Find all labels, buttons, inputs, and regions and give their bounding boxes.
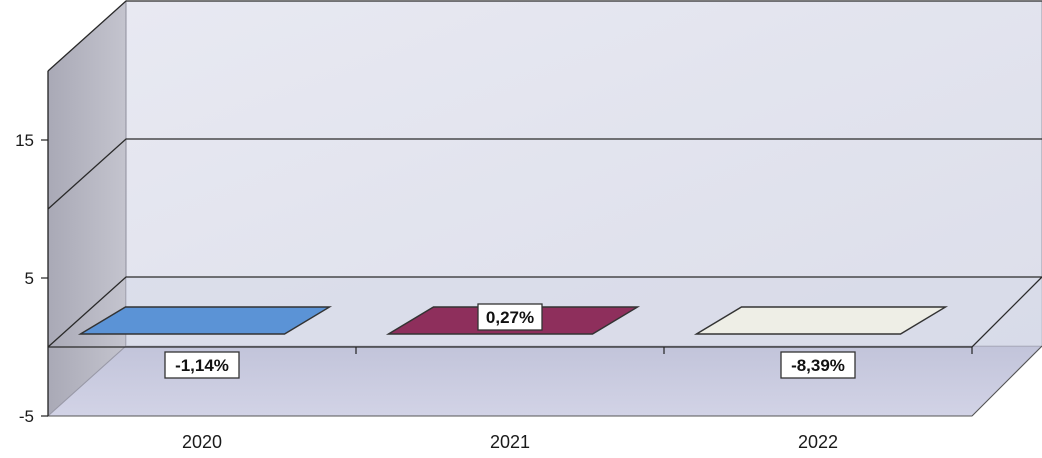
gridline-0 — [47, 276, 1042, 348]
x-category-label-2021: 2021 — [490, 432, 530, 452]
bar-2020 — [77, 306, 333, 335]
side-wall — [47, 0, 127, 418]
gridline-10 — [47, 138, 1042, 210]
floor-right-edge — [971, 345, 1042, 417]
x-category-label-2020: 2020 — [182, 432, 222, 452]
gridline-20 — [47, 0, 1042, 72]
y-tick-label-15: 15 — [15, 131, 34, 150]
x-category-label-2022: 2022 — [798, 432, 838, 452]
bar-2022 — [693, 306, 949, 335]
data-label-2020: -1,14% — [175, 356, 229, 375]
data-label-2021: 0,27% — [486, 308, 534, 327]
data-label-box-2022 — [780, 351, 856, 379]
data-label-box-2021 — [477, 303, 543, 331]
y-tick-label-5: 5 — [25, 269, 34, 288]
chart-axes: -5 5 15 2020 2021 2022 — [15, 71, 973, 452]
chart-labels: -1,14% 0,27% -8,39% — [164, 303, 856, 379]
y-tick-label--5: -5 — [19, 407, 34, 426]
data-label-box-2020 — [164, 351, 240, 379]
data-label-2022: -8,39% — [791, 356, 845, 375]
